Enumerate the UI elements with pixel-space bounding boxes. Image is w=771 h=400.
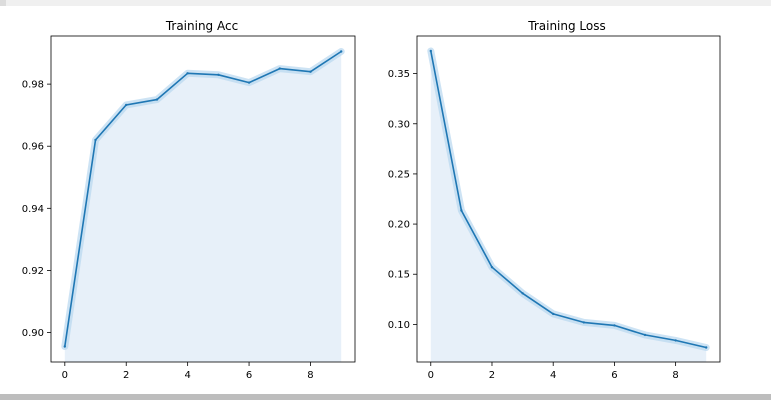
y-tick-label: 0.98 — [22, 80, 44, 91]
data-point — [460, 209, 463, 212]
data-point — [552, 312, 555, 316]
y-tick-label: 0.15 — [388, 270, 410, 281]
y-tick-label: 0.20 — [388, 220, 410, 231]
chart-marks: 0 2 4 6 8 0.90 0.92 0.94 0.96 0.98 — [22, 48, 345, 381]
subplot-training-loss: Training Loss 0 2 4 6 80.100.150.200.250.300… — [388, 19, 721, 381]
data-point — [613, 324, 616, 327]
x-tick-label: 8 — [307, 370, 313, 381]
chart-marks: 0 2 4 6 8 0.10 0.15 0.20 0.25 0.30 0.35 — [388, 47, 710, 381]
x-tick-label: 6 — [611, 370, 617, 381]
data-point — [582, 321, 585, 324]
y-tick-label: 0.10 — [388, 320, 410, 331]
chart-title: Training Loss — [527, 19, 605, 33]
y-tick-label: 0.35 — [388, 69, 410, 80]
data-point — [643, 333, 647, 337]
data-point — [309, 70, 312, 73]
data-point — [278, 67, 281, 70]
subplot-training-acc: Training Acc 0 2 4 6 8 0.90 0.92 0.94 0.96 0.98 — [22, 19, 356, 381]
x-tick-label: 4 — [184, 370, 190, 381]
x-tick-label: 6 — [246, 370, 252, 381]
x-tick-label: 2 — [123, 370, 129, 381]
y-tick-label: 0.30 — [388, 119, 410, 130]
area-fill — [64, 51, 342, 362]
y-tick-label: 0.94 — [22, 204, 44, 215]
data-point — [521, 292, 524, 295]
data-point — [340, 50, 343, 53]
window-top-strip — [0, 0, 771, 6]
y-tick-label: 0.92 — [22, 266, 44, 277]
x-tick-label: 0 — [62, 370, 68, 381]
x-tick-label: 4 — [550, 370, 556, 381]
y-tick-label: 0.96 — [22, 142, 44, 153]
data-point — [125, 103, 128, 107]
y-tick-label: 0.90 — [22, 328, 44, 339]
data-point — [247, 81, 251, 84]
data-point — [705, 346, 708, 349]
x-tick-label: 8 — [672, 370, 678, 381]
data-point — [429, 49, 432, 53]
horizontal-scrollbar[interactable] — [0, 394, 771, 400]
window-corner — [0, 0, 6, 6]
x-tick-label: 0 — [428, 370, 434, 381]
data-point — [217, 73, 220, 77]
data-point — [63, 345, 66, 348]
x-tick-label: 2 — [489, 370, 495, 381]
data-point — [674, 339, 677, 342]
data-point — [155, 98, 159, 101]
series-line — [64, 50, 342, 348]
data-point — [186, 72, 189, 75]
y-tick-label: 0.25 — [388, 169, 410, 180]
area-fill — [430, 51, 707, 362]
data-point — [94, 138, 97, 142]
axes-frame — [50, 35, 356, 363]
series-line — [430, 50, 707, 349]
data-point — [490, 266, 494, 269]
axes-frame — [416, 35, 721, 363]
chart-title: Training Acc — [165, 19, 238, 33]
